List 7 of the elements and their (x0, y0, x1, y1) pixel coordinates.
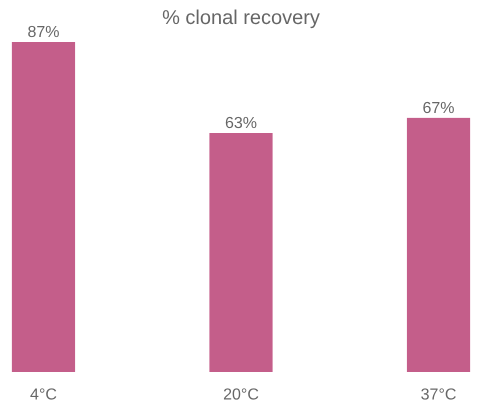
x-tick-label: 20°C (223, 386, 259, 404)
data-label: 87% (27, 24, 60, 41)
chart-title: % clonal recovery (162, 7, 320, 29)
x-tick-label: 4°C (30, 386, 57, 404)
data-label: 63% (224, 115, 258, 132)
x-tick-label: 37°C (420, 386, 456, 404)
data-label: 67% (422, 100, 455, 117)
